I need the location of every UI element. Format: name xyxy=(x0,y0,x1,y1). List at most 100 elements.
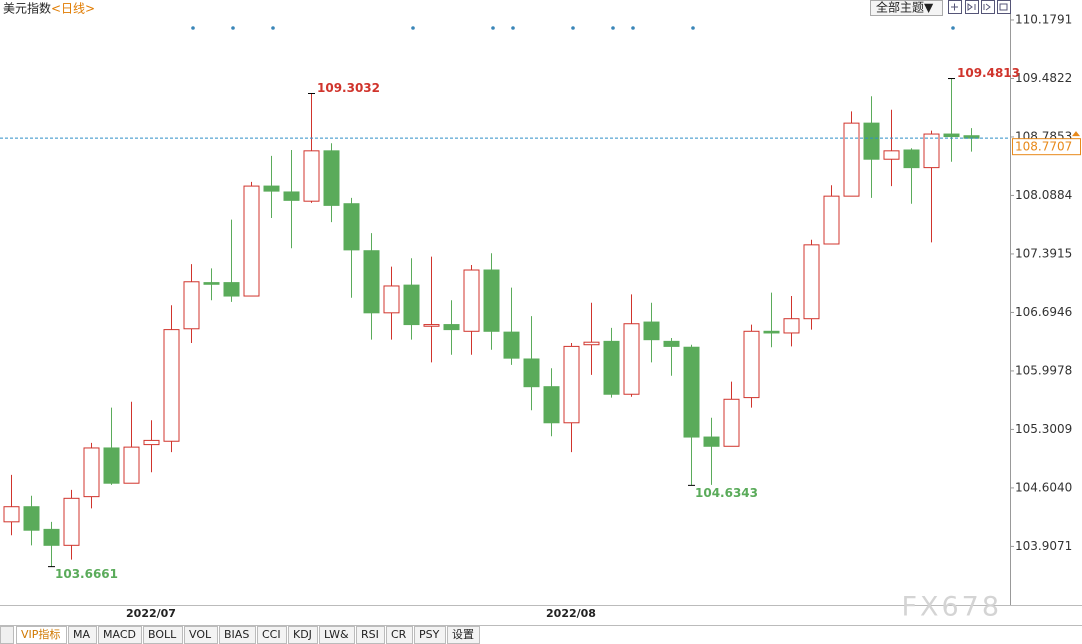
high-annotation: 109.3032 xyxy=(317,81,380,95)
candle-body xyxy=(23,506,40,531)
last-price-label: 108.7707 xyxy=(1015,140,1072,154)
candle-body xyxy=(363,250,380,314)
y-tick-label: 105.9978 xyxy=(1015,363,1072,377)
event-marker[interactable] xyxy=(571,26,575,30)
candle-body xyxy=(763,330,780,334)
low-annotation: 103.6661 xyxy=(55,567,118,581)
candle-body xyxy=(243,185,260,297)
event-marker[interactable] xyxy=(691,26,695,30)
candle-body xyxy=(3,506,20,523)
event-marker[interactable] xyxy=(231,26,235,30)
icon-button[interactable] xyxy=(997,0,1011,14)
indicator-tab[interactable]: BIAS xyxy=(224,628,249,641)
y-tick-label: 105.3009 xyxy=(1015,422,1072,436)
indicator-tab[interactable]: LW& xyxy=(324,628,349,641)
candle-body xyxy=(483,269,500,332)
indicator-tab[interactable]: PSY xyxy=(419,628,440,641)
candle-body xyxy=(223,282,240,297)
candle-body xyxy=(43,528,60,546)
candle-body xyxy=(883,150,900,160)
candle-body xyxy=(103,447,120,484)
candle-body xyxy=(743,330,760,399)
candle-body xyxy=(643,321,660,341)
candle-body xyxy=(943,133,960,138)
candle-body xyxy=(143,439,160,446)
candle-body xyxy=(183,281,200,330)
low-annotation: 104.6343 xyxy=(695,486,758,500)
y-tick-label: 108.0884 xyxy=(1015,188,1072,202)
candle-body xyxy=(263,185,280,192)
event-marker[interactable] xyxy=(491,26,495,30)
indicator-tab[interactable]: CCI xyxy=(262,628,281,641)
candle-body xyxy=(323,150,340,206)
indicator-tab[interactable]: BOLL xyxy=(148,628,177,641)
watermark: FX678 xyxy=(901,592,1002,623)
y-tick-label: 104.6040 xyxy=(1015,480,1072,494)
indicator-tab[interactable]: RSI xyxy=(361,628,379,641)
indicator-tab[interactable]: MA xyxy=(73,628,90,641)
candle-body xyxy=(903,149,920,169)
indicator-tab[interactable]: VIP指标 xyxy=(21,627,60,641)
candle-body xyxy=(803,244,820,320)
candle-body xyxy=(423,324,440,327)
candle-body xyxy=(663,340,680,347)
candle-body xyxy=(443,324,460,331)
y-tick-label: 107.3915 xyxy=(1015,246,1072,260)
candle-body xyxy=(583,341,600,346)
candle-body xyxy=(703,436,720,447)
event-markers xyxy=(191,26,955,30)
candle-body xyxy=(403,284,420,326)
candle-body xyxy=(783,318,800,334)
candle-body xyxy=(83,447,100,498)
candle-body xyxy=(203,282,220,285)
event-marker[interactable] xyxy=(611,26,615,30)
event-marker[interactable] xyxy=(411,26,415,30)
candle-body xyxy=(303,150,320,202)
period-label[interactable]: <日线> xyxy=(51,2,95,16)
candle-body xyxy=(843,122,860,197)
last-price-box xyxy=(1012,138,1081,156)
y-tick-label: 110.1791 xyxy=(1015,12,1072,26)
candle-body xyxy=(343,203,360,251)
event-marker[interactable] xyxy=(271,26,275,30)
candle-body xyxy=(283,191,300,201)
icon-button[interactable] xyxy=(981,0,995,14)
indicator-tab[interactable]: CR xyxy=(391,628,407,641)
x-tick-label: 2022/07 xyxy=(126,607,176,620)
x-tick-label: 2022/08 xyxy=(546,607,596,620)
candle-body xyxy=(683,346,700,438)
candle-body xyxy=(63,497,80,546)
candle-body xyxy=(463,269,480,332)
indicator-tab[interactable]: 设置 xyxy=(452,628,474,641)
theme-button-box[interactable] xyxy=(870,0,943,16)
theme-button[interactable]: 全部主题▼ xyxy=(876,0,934,15)
candle-body xyxy=(503,331,520,359)
candle-body xyxy=(383,285,400,314)
candle-body xyxy=(603,340,620,395)
candle-body xyxy=(543,386,560,424)
chart-title: 美元指数 xyxy=(3,1,51,16)
candle-body xyxy=(923,133,940,169)
candle-body xyxy=(823,195,840,245)
candle-body xyxy=(623,323,640,395)
candle-body xyxy=(523,358,540,388)
candles xyxy=(3,78,980,567)
y-tick-label: 103.9071 xyxy=(1015,539,1072,553)
event-marker[interactable] xyxy=(191,26,195,30)
candle-body xyxy=(863,122,880,160)
event-marker[interactable] xyxy=(511,26,515,30)
candle-body xyxy=(123,446,140,484)
y-tick-label: 106.6946 xyxy=(1015,305,1072,319)
icon-glyphs xyxy=(951,3,1008,11)
candle-body xyxy=(563,345,580,424)
tab-scroll[interactable] xyxy=(0,626,14,644)
indicator-tab[interactable]: VOL xyxy=(189,628,212,641)
indicator-tab[interactable]: MACD xyxy=(103,628,136,641)
event-marker[interactable] xyxy=(631,26,635,30)
y-tick-label: 109.4822 xyxy=(1015,71,1072,85)
last-price-arrow xyxy=(1072,131,1080,137)
event-marker[interactable] xyxy=(951,26,955,30)
indicator-tab[interactable]: KDJ xyxy=(293,628,312,641)
